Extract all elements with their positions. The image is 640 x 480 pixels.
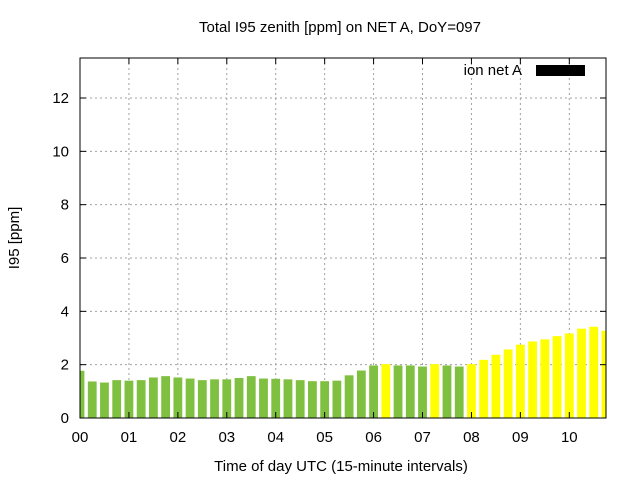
bars bbox=[80, 326, 606, 418]
bar bbox=[185, 378, 195, 418]
bar bbox=[601, 330, 606, 418]
bar bbox=[320, 381, 330, 418]
bar bbox=[589, 326, 599, 418]
bar bbox=[222, 379, 232, 418]
bar bbox=[369, 365, 378, 418]
bar bbox=[332, 380, 342, 418]
bar bbox=[418, 366, 427, 418]
y-tick-label: 4 bbox=[61, 303, 69, 320]
bar bbox=[283, 379, 293, 418]
y-tick-label: 2 bbox=[61, 357, 69, 374]
x-tick-label: 04 bbox=[267, 429, 284, 446]
bar bbox=[356, 370, 366, 418]
bar bbox=[344, 375, 354, 418]
x-tick-label: 01 bbox=[121, 429, 138, 446]
bar bbox=[552, 336, 562, 418]
bar bbox=[271, 378, 281, 418]
x-tick-label: 10 bbox=[561, 429, 578, 446]
bar bbox=[381, 364, 391, 418]
bar bbox=[210, 379, 219, 418]
y-axis-label: I95 [ppm] bbox=[6, 207, 23, 270]
chart-title: Total I95 zenith [ppm] on NET A, DoY=097 bbox=[199, 19, 481, 36]
x-tick-label: 00 bbox=[72, 429, 89, 446]
bar bbox=[442, 365, 452, 418]
bar bbox=[295, 380, 305, 418]
bar bbox=[454, 366, 464, 418]
bar bbox=[136, 380, 146, 418]
grid bbox=[80, 58, 606, 418]
bar bbox=[259, 378, 268, 418]
bar bbox=[503, 349, 513, 418]
x-tick-label: 09 bbox=[512, 429, 529, 446]
x-tick-label: 06 bbox=[365, 429, 382, 446]
bar bbox=[467, 364, 476, 418]
y-tick-label: 10 bbox=[52, 143, 69, 160]
bar bbox=[528, 341, 538, 418]
x-tick-label: 05 bbox=[316, 429, 333, 446]
bar bbox=[87, 381, 97, 418]
y-tick-label: 12 bbox=[52, 90, 69, 107]
bar bbox=[564, 333, 574, 418]
bar bbox=[308, 381, 317, 418]
y-tick-label: 8 bbox=[61, 197, 69, 214]
y-tick-label: 0 bbox=[61, 410, 69, 427]
x-tick-label: 07 bbox=[414, 429, 431, 446]
bar bbox=[148, 377, 158, 418]
x-axis-label: Time of day UTC (15-minute intervals) bbox=[214, 458, 468, 475]
bar bbox=[405, 365, 415, 418]
bar bbox=[515, 344, 525, 418]
y-tick-label: 6 bbox=[61, 250, 69, 267]
legend-swatch bbox=[536, 65, 585, 76]
legend: ion net A bbox=[464, 62, 585, 79]
bar bbox=[161, 376, 171, 418]
bar bbox=[124, 380, 134, 418]
bar bbox=[577, 328, 586, 418]
bar bbox=[80, 370, 85, 418]
x-tick-label: 02 bbox=[170, 429, 187, 446]
x-tick-label: 08 bbox=[463, 429, 480, 446]
plot-frame bbox=[79, 57, 607, 419]
x-tick-label: 03 bbox=[218, 429, 235, 446]
bar bbox=[491, 354, 501, 418]
bar bbox=[100, 382, 109, 418]
bar bbox=[112, 380, 122, 418]
bar bbox=[234, 378, 244, 418]
bar bbox=[197, 380, 207, 418]
bar bbox=[246, 376, 256, 418]
bar bbox=[479, 359, 489, 418]
legend-label: ion net A bbox=[464, 62, 522, 79]
bar bbox=[430, 364, 440, 418]
bar bbox=[540, 339, 550, 418]
bar bbox=[173, 377, 183, 418]
bar bbox=[393, 365, 403, 418]
axis-ticks bbox=[79, 58, 606, 419]
